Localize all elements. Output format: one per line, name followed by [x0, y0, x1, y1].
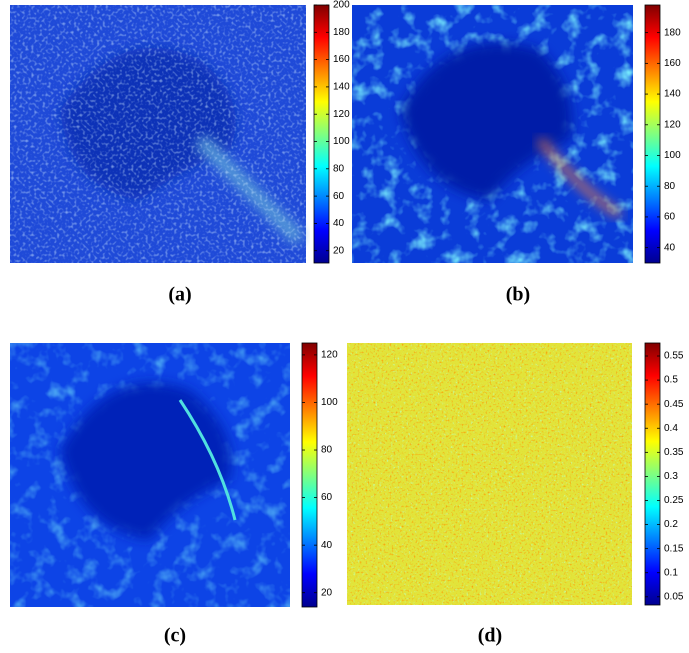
colorbar-tick-label: 180	[333, 27, 350, 38]
colorbar	[644, 4, 661, 264]
colorbar-tick-label: 160	[333, 54, 350, 65]
caption: (d)	[478, 625, 502, 647]
colorbar-tick-label: 20	[321, 587, 333, 598]
caption: (c)	[164, 625, 186, 647]
colorbar-tick-label: 140	[664, 89, 681, 100]
caption: (b)	[506, 284, 530, 306]
colorbar-tick-label: 40	[333, 218, 345, 229]
colorbar-tick-label: 0.45	[664, 399, 684, 410]
colorbar	[301, 342, 318, 608]
colorbar-tick-label: 120	[321, 350, 338, 361]
colorbar-tick-label: 0.3	[664, 471, 678, 482]
colorbar	[644, 342, 661, 606]
colorbar-tick-label: 120	[333, 109, 350, 120]
colorbar-tick-label: 140	[333, 82, 350, 93]
colorbar-tick-label: 160	[664, 58, 681, 69]
colorbar-tick-label: 80	[664, 181, 676, 192]
colorbar-tick-label: 20	[333, 245, 345, 256]
colorbar-tick-label: 200	[333, 0, 350, 11]
colorbar-tick-label: 180	[664, 27, 681, 38]
colorbar-tick-label: 0.25	[664, 495, 684, 506]
colorbar-tick-label: 0.1	[664, 567, 678, 578]
colorbar-tick-label: 60	[321, 492, 333, 503]
colorbar-tick-label: 0.5	[664, 375, 678, 386]
colorbar-tick-label: 0.15	[664, 543, 684, 554]
colorbar-tick-label: 60	[333, 191, 345, 202]
colorbar-tick-label: 40	[664, 242, 676, 253]
colorbar-tick-label: 60	[664, 212, 676, 223]
image-d	[347, 343, 632, 605]
colorbar-tick-label: 80	[333, 163, 345, 174]
colorbar-tick-label: 0.55	[664, 351, 684, 362]
colorbar-tick-label: 40	[321, 540, 333, 551]
colorbar-tick-label: 120	[664, 119, 681, 130]
colorbar-tick-label: 0.4	[664, 423, 678, 434]
colorbar-tick-label: 100	[333, 136, 350, 147]
image-a	[10, 5, 306, 263]
colorbar-tick-label: 100	[664, 150, 681, 161]
colorbar-tick-label: 0.2	[664, 519, 678, 530]
colorbar	[313, 4, 330, 264]
image-c	[10, 343, 290, 607]
colorbar-tick-label: 100	[321, 397, 338, 408]
colorbar-tick-label: 0.05	[664, 591, 684, 602]
image-b	[352, 5, 633, 263]
colorbar-tick-label: 80	[321, 445, 333, 456]
colorbar-tick-label: 0.35	[664, 447, 684, 458]
caption: (a)	[168, 284, 191, 306]
